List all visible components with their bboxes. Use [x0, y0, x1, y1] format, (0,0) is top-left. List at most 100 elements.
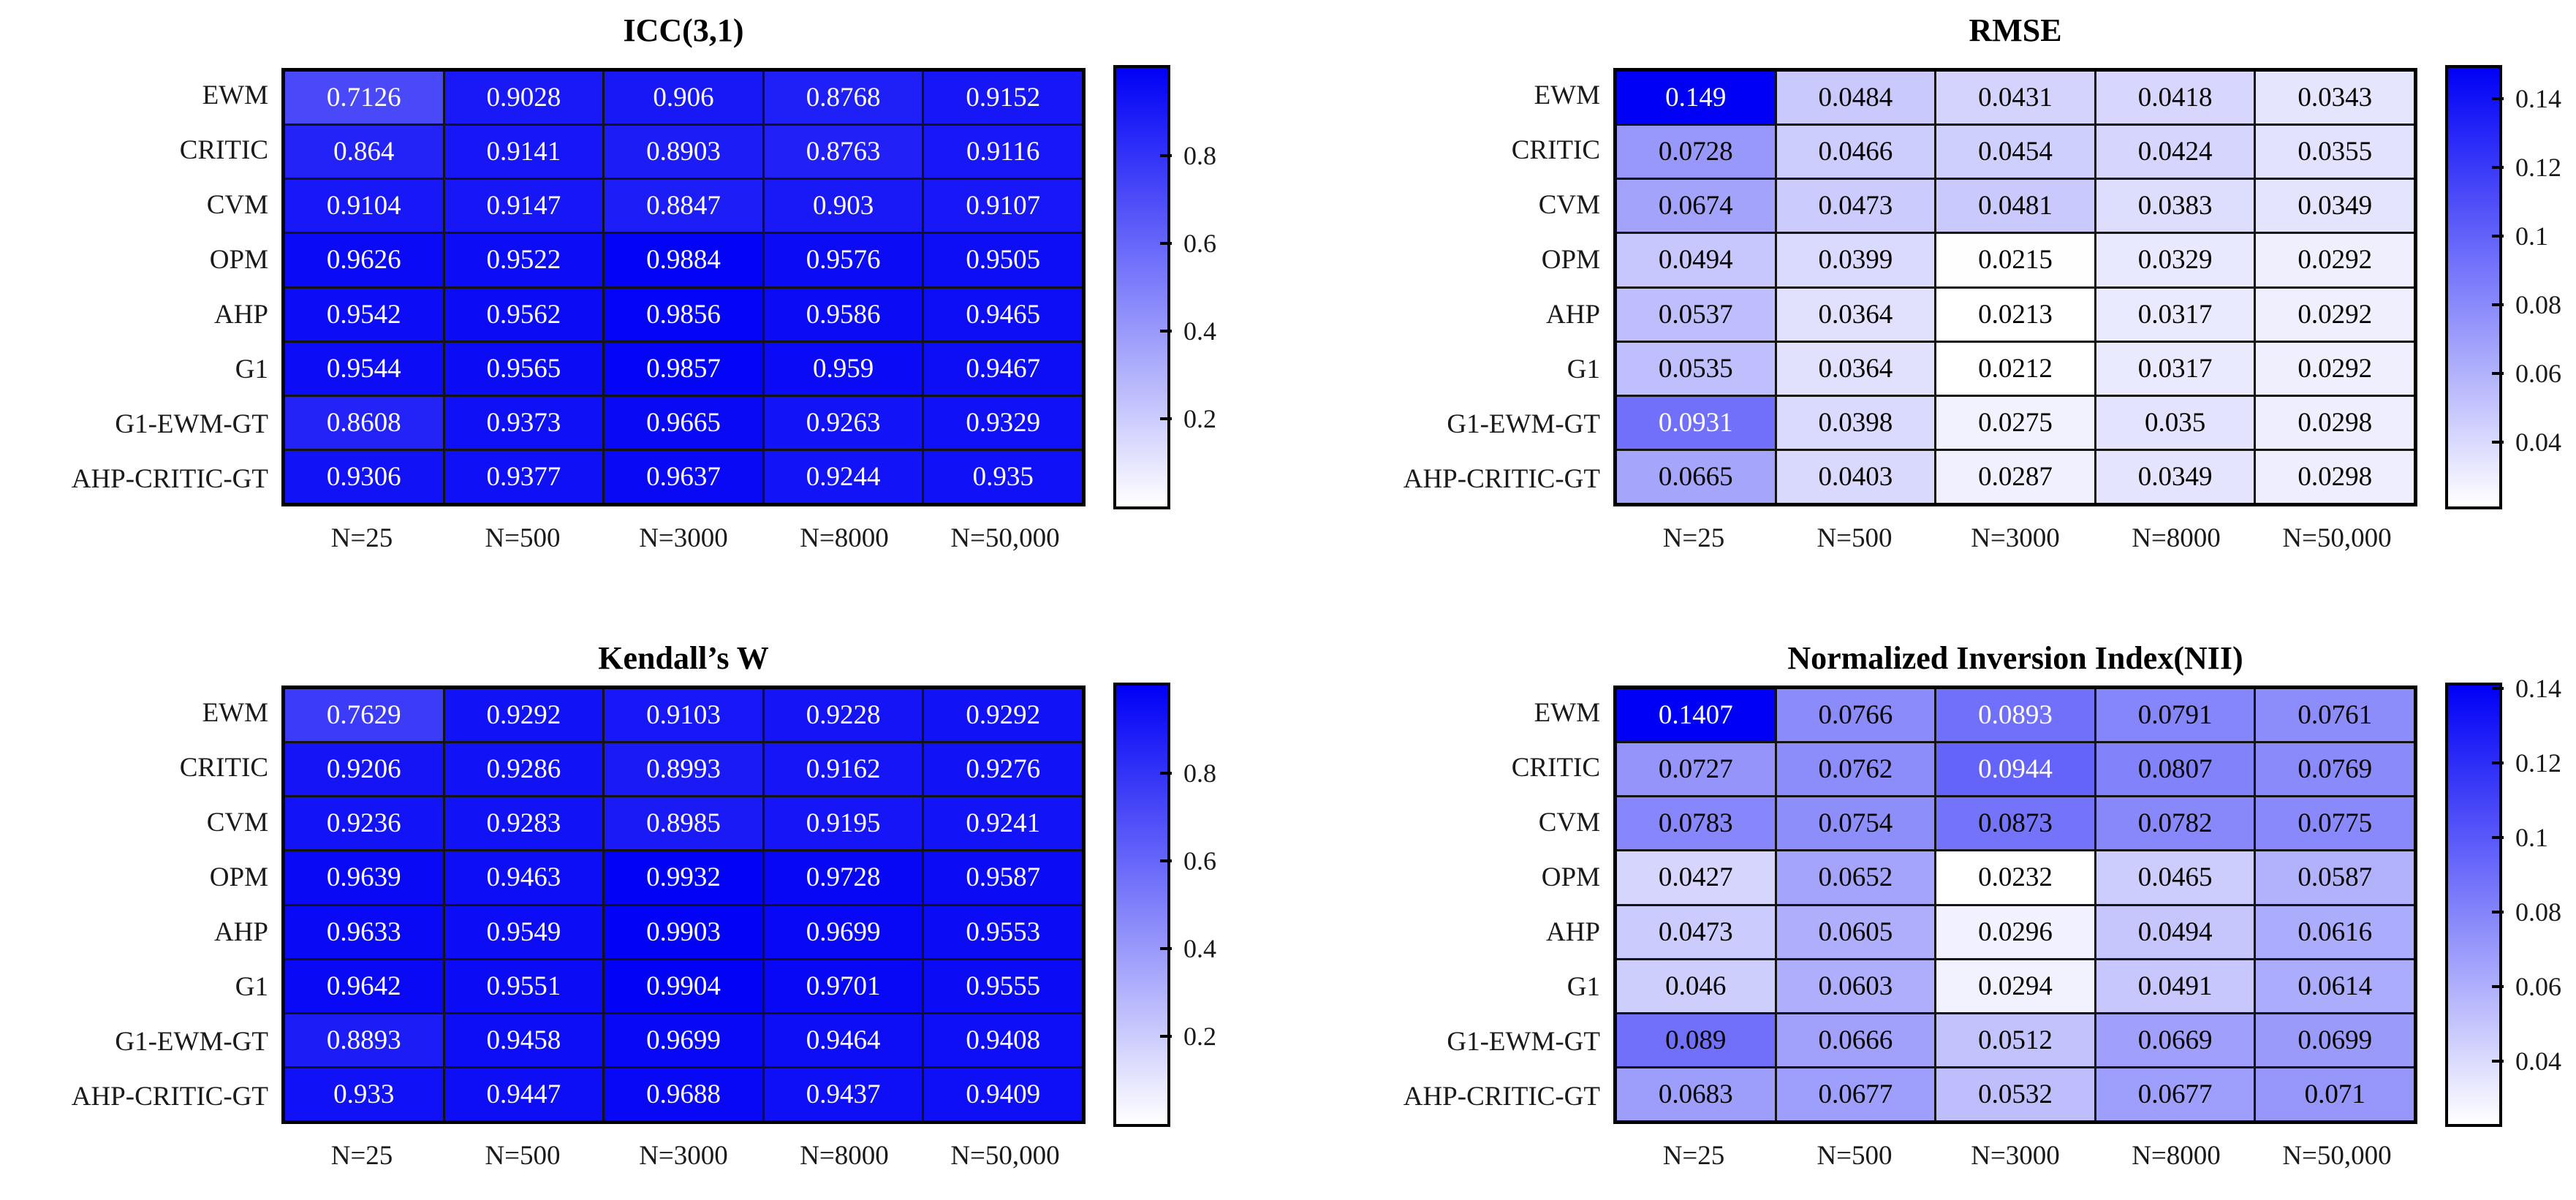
heatmap-cell: 0.9633 — [285, 905, 443, 958]
row-label: AHP — [213, 300, 268, 330]
colorbar-tick-label: 0.14 — [2515, 84, 2561, 114]
heatmap-cell: 0.0418 — [2096, 72, 2254, 124]
heatmap-cell: 0.0298 — [2256, 396, 2414, 449]
heatmap-cell: 0.0473 — [1617, 905, 1775, 958]
heatmap-cell: 0.0364 — [1776, 288, 1935, 341]
colorbar-tick-label: 0.08 — [2515, 289, 2561, 319]
heatmap-cell: 0.0766 — [1776, 689, 1935, 742]
heatmap-cell: 0.0532 — [1936, 1068, 2094, 1120]
heatmap-cell: 0.9857 — [605, 342, 762, 395]
row-label: CVM — [206, 190, 268, 220]
heatmap-cell: 0.0944 — [1936, 743, 2094, 796]
heatmap-cell: 0.0298 — [2256, 450, 2414, 503]
heatmap-cell: 0.9639 — [285, 851, 443, 904]
heatmap-cell: 0.0728 — [1617, 126, 1775, 178]
heatmap-cell: 0.9147 — [444, 180, 603, 232]
heatmap-cell: 0.8993 — [605, 743, 762, 796]
heatmap-cell: 0.9116 — [924, 126, 1082, 178]
heatmap-cell: 0.9292 — [444, 689, 603, 742]
heatmap-cell: 0.0481 — [1936, 180, 2094, 232]
heatmap-cell: 0.9292 — [924, 689, 1082, 742]
heatmap-cell: 0.0683 — [1617, 1068, 1775, 1120]
heatmap-cell: 0.9522 — [444, 234, 603, 286]
row-labels: EWM CRITIC CVM OPM AHP G1 G1-EWM-GT AHP-CRITIC-… — [0, 686, 268, 1124]
heatmap-cell: 0.9903 — [605, 905, 762, 958]
column-label: N=25 — [330, 523, 393, 553]
heatmap-cell: 0.0665 — [1617, 450, 1775, 503]
heatmap-cell: 0.9408 — [924, 1014, 1082, 1066]
heatmap-cell: 0.0317 — [2096, 342, 2254, 395]
heatmap-cell: 0.0666 — [1776, 1014, 1935, 1066]
heatmap-cell: 0.935 — [924, 450, 1082, 503]
heatmap-cell: 0.0427 — [1617, 851, 1775, 904]
heatmap-cell: 0.9542 — [285, 288, 443, 341]
column-label: N=50,000 — [2282, 523, 2392, 553]
heatmap-cell: 0.9688 — [605, 1068, 762, 1120]
heatmap-cell: 0.9549 — [444, 905, 603, 958]
column-label: N=3000 — [1971, 1141, 2060, 1171]
row-label: CRITIC — [179, 753, 268, 783]
column-labels: N=25 N=500 N=3000 N=8000 N=50,000 — [281, 523, 1086, 561]
heatmap-cell: 0.0491 — [2096, 960, 2254, 1012]
colorbar-tick-label: 0.8 — [1183, 141, 1216, 170]
colorbar: 0.8 0.6 0.4 0.2 — [1113, 65, 1318, 512]
heatmap-cell: 0.9437 — [764, 1068, 923, 1120]
heatmap-cell: 0.903 — [764, 180, 923, 232]
column-label: N=50,000 — [2282, 1141, 2392, 1171]
colorbar-tick-label: 0.2 — [1183, 404, 1216, 433]
heatmap-cell: 0.0605 — [1776, 905, 1935, 958]
heatmap-cell: 0.9465 — [924, 288, 1082, 341]
colorbar-tick-label: 0.14 — [2515, 673, 2561, 703]
heatmap-cell: 0.9562 — [444, 288, 603, 341]
row-label: AHP-CRITIC-GT — [1403, 464, 1600, 494]
heatmap-cell: 0.0275 — [1936, 396, 2094, 449]
heatmap-cell: 0.9463 — [444, 851, 603, 904]
row-label: CRITIC — [1511, 753, 1600, 783]
colorbar-gradient — [1113, 65, 1170, 509]
colorbar-tick-label: 0.04 — [2515, 427, 2561, 457]
heatmap-cell: 0.9904 — [605, 960, 762, 1012]
colorbar-tick — [2492, 97, 2504, 101]
heatmap-cell: 0.9377 — [444, 450, 603, 503]
column-label: N=500 — [485, 523, 561, 553]
heatmap-cell: 0.9576 — [764, 234, 923, 286]
colorbar-tick — [2492, 910, 2504, 914]
heatmap-cell: 0.0355 — [2256, 126, 2414, 178]
heatmap-cell: 0.0212 — [1936, 342, 2094, 395]
heatmap-cell: 0.9551 — [444, 960, 603, 1012]
heatmap-cell: 0.0349 — [2096, 450, 2254, 503]
row-label: CRITIC — [179, 135, 268, 165]
row-label: AHP — [1545, 917, 1600, 947]
heatmap-cell: 0.9373 — [444, 396, 603, 449]
heatmap-cell: 0.0754 — [1776, 797, 1935, 850]
chart-title: ICC(3,1) — [623, 12, 744, 48]
row-label: OPM — [1541, 245, 1600, 275]
heatmap-cell: 0.9637 — [605, 450, 762, 503]
heatmap-grid: 0.149 0.0484 0.0431 0.0418 0.0343 0.0728 0.046… — [1613, 68, 2417, 506]
heatmap-cell: 0.9447 — [444, 1068, 603, 1120]
colorbar-tick — [1160, 330, 1172, 333]
heatmap-cell: 0.9565 — [444, 342, 603, 395]
heatmap-cell: 0.0893 — [1936, 689, 2094, 742]
heatmap-cell: 0.7126 — [285, 72, 443, 124]
column-label: N=500 — [485, 1141, 561, 1171]
row-label: G1 — [235, 354, 268, 384]
colorbar-tick — [2492, 1060, 2504, 1063]
heatmap-cell: 0.0454 — [1936, 126, 2094, 178]
heatmap-cell: 0.0296 — [1936, 905, 2094, 958]
heatmap-cell: 0.0762 — [1776, 743, 1935, 796]
colorbar-tick — [2492, 166, 2504, 170]
row-label: CVM — [1538, 808, 1600, 838]
row-label: G1 — [1567, 972, 1600, 1002]
heatmap-cell: 0.0616 — [2256, 905, 2414, 958]
heatmap-cell: 0.9241 — [924, 797, 1082, 850]
heatmap-cell: 0.906 — [605, 72, 762, 124]
column-label: N=3000 — [639, 1141, 728, 1171]
heatmap-cell: 0.0587 — [2256, 851, 2414, 904]
heatmap-cell: 0.8893 — [285, 1014, 443, 1066]
column-label: N=8000 — [800, 523, 889, 553]
colorbar-gradient — [1113, 683, 1170, 1127]
row-labels: EWM CRITIC CVM OPM AHP G1 G1-EWM-GT AHP-CRITIC-… — [0, 68, 268, 506]
row-label: EWM — [202, 80, 268, 110]
